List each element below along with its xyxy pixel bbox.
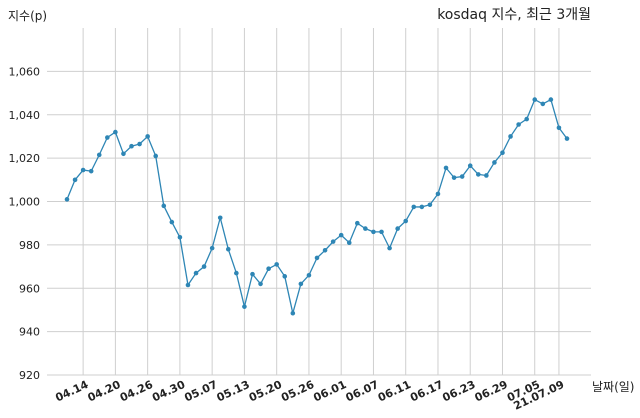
data-point bbox=[298, 281, 304, 287]
y-axis-label: 지수(p) bbox=[8, 9, 47, 23]
data-point bbox=[387, 245, 392, 251]
data-point bbox=[548, 97, 554, 102]
x-axis-label: 날짜(일) bbox=[592, 380, 634, 394]
data-point bbox=[500, 150, 505, 156]
data-point bbox=[419, 204, 425, 210]
y-tick-label: 940 bbox=[19, 326, 40, 339]
data-point bbox=[371, 229, 376, 235]
data-point bbox=[363, 226, 368, 231]
data-point bbox=[121, 151, 126, 157]
data-point bbox=[250, 271, 255, 277]
data-point bbox=[105, 135, 110, 140]
series-line bbox=[66, 98, 568, 314]
x-tick-label: 06.11 bbox=[376, 378, 413, 404]
data-point bbox=[209, 245, 215, 251]
data-point bbox=[137, 141, 142, 147]
y-tick-label: 980 bbox=[19, 239, 40, 252]
y-tick-label: 960 bbox=[19, 282, 40, 295]
data-point bbox=[217, 215, 223, 221]
data-point bbox=[403, 218, 409, 224]
data-point bbox=[338, 232, 344, 238]
data-point bbox=[475, 172, 481, 177]
x-tick-label: 06.07 bbox=[344, 378, 381, 404]
data-point bbox=[88, 168, 94, 174]
x-tick-label: 06.01 bbox=[311, 378, 348, 404]
data-point bbox=[427, 202, 433, 208]
data-point bbox=[153, 153, 159, 159]
data-point bbox=[242, 304, 247, 309]
data-point bbox=[459, 174, 465, 179]
data-point bbox=[258, 281, 263, 287]
data-point bbox=[379, 229, 384, 235]
data-point bbox=[274, 262, 279, 267]
data-point bbox=[524, 116, 529, 122]
x-axis-ticks: 04.1404.2004.2604.3005.0705.1305.2005.26… bbox=[53, 378, 566, 413]
x-tick-label: 05.20 bbox=[247, 378, 284, 405]
data-point bbox=[225, 246, 231, 252]
x-tick-label: 06.17 bbox=[408, 378, 445, 404]
data-point bbox=[96, 152, 102, 158]
data-point bbox=[443, 165, 449, 171]
data-point bbox=[80, 167, 86, 173]
data-point bbox=[266, 266, 271, 272]
data-point bbox=[177, 234, 183, 240]
data-point bbox=[532, 97, 538, 102]
y-tick-label: 1,060 bbox=[9, 65, 41, 78]
data-point bbox=[467, 163, 473, 169]
data-point bbox=[201, 264, 207, 269]
data-point bbox=[169, 219, 175, 225]
data-point bbox=[185, 282, 191, 288]
x-tick-label: 04.26 bbox=[118, 378, 155, 405]
data-point bbox=[411, 204, 417, 210]
data-point bbox=[556, 125, 562, 131]
data-point bbox=[306, 272, 312, 278]
data-point bbox=[516, 122, 521, 127]
x-tick-label: 05.13 bbox=[215, 378, 252, 404]
data-point bbox=[451, 175, 457, 180]
y-axis-ticks: 920 940 960 980 1,000 1,020 1,040 1,060 bbox=[9, 65, 41, 382]
x-tick-label: 04.30 bbox=[150, 378, 187, 405]
y-tick-label: 1,020 bbox=[9, 152, 41, 165]
data-point bbox=[508, 134, 513, 139]
data-point bbox=[314, 255, 320, 261]
data-point bbox=[322, 247, 328, 253]
x-tick-label: 06.29 bbox=[473, 378, 510, 404]
data-point bbox=[290, 310, 296, 316]
data-point bbox=[282, 274, 288, 279]
data-point bbox=[330, 239, 336, 244]
data-point bbox=[492, 160, 497, 165]
y-tick-label: 920 bbox=[19, 369, 40, 382]
x-tick-label: 05.26 bbox=[279, 378, 316, 405]
data-point bbox=[129, 143, 134, 149]
data-point bbox=[72, 177, 78, 183]
data-point bbox=[435, 191, 441, 197]
data-point bbox=[113, 129, 118, 135]
data-point bbox=[355, 220, 360, 226]
series-layer bbox=[64, 97, 570, 316]
data-point bbox=[193, 270, 199, 276]
data-point bbox=[346, 240, 352, 246]
data-point bbox=[161, 203, 167, 209]
chart-title: kosdaq 지수, 최근 3개월 bbox=[437, 7, 591, 23]
data-point bbox=[395, 226, 400, 231]
data-point bbox=[234, 270, 239, 276]
data-point bbox=[64, 197, 70, 202]
x-tick-label: 05.07 bbox=[182, 378, 219, 404]
x-tick-label: 04.14 bbox=[53, 378, 90, 405]
data-point bbox=[145, 134, 150, 139]
data-point bbox=[540, 101, 546, 107]
y-tick-label: 1,040 bbox=[9, 109, 41, 122]
data-point bbox=[484, 173, 489, 178]
y-tick-label: 1,000 bbox=[9, 196, 41, 209]
grid-lines bbox=[47, 28, 591, 376]
data-point bbox=[564, 136, 570, 141]
x-tick-label: 06.23 bbox=[440, 378, 477, 404]
x-tick-label: 04.20 bbox=[86, 378, 123, 405]
